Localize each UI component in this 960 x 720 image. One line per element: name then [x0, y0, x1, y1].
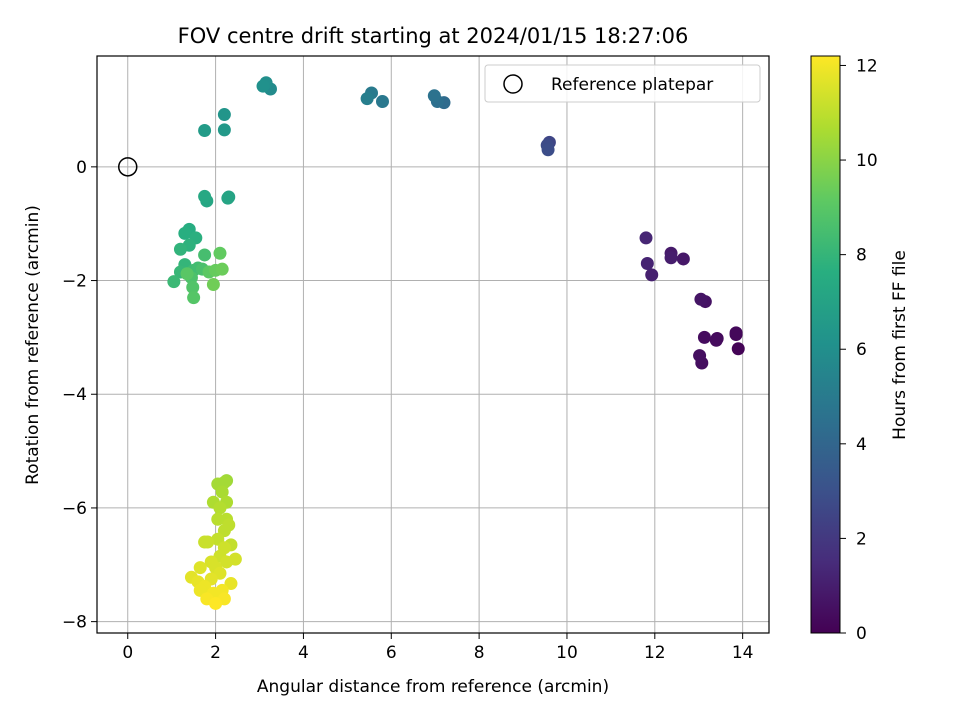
colorbar-tick-label: 10	[856, 151, 878, 171]
colorbar-tick-label: 0	[856, 624, 867, 644]
data-point	[215, 262, 229, 276]
y-axis-ticks: 0 −2 −4 −6 −8	[62, 158, 97, 633]
data-point	[215, 485, 229, 499]
data-point	[173, 242, 187, 256]
x-tick-label: 4	[298, 643, 309, 663]
colorbar-tick-label: 12	[856, 56, 878, 76]
y-axis-label: Rotation from reference (arcmin)	[23, 205, 43, 485]
colorbar-ticks: 0 2 4 6 8 10 12	[840, 56, 878, 644]
grid-lines	[97, 56, 769, 633]
x-tick-label: 0	[122, 643, 133, 663]
x-tick-label: 10	[556, 643, 578, 663]
data-point	[645, 268, 659, 282]
y-tick-label: −6	[62, 499, 87, 519]
data-point	[198, 123, 212, 137]
data-point	[180, 267, 194, 281]
data-point	[178, 226, 192, 240]
data-point	[206, 278, 220, 292]
colorbar	[810, 55, 841, 634]
data-point	[640, 256, 654, 270]
data-point	[375, 94, 389, 108]
data-point	[224, 577, 238, 591]
data-point	[209, 596, 223, 610]
data-point	[664, 251, 678, 265]
y-tick-label: 0	[76, 158, 87, 178]
legend-open-circle-icon	[503, 74, 523, 94]
colorbar-tick-label: 8	[856, 246, 867, 266]
data-point	[187, 291, 201, 305]
x-axis-label: Angular distance from reference (arcmin)	[257, 677, 609, 697]
data-point	[198, 248, 212, 262]
data-point	[541, 143, 555, 157]
data-point	[213, 246, 227, 260]
data-point	[693, 349, 707, 363]
data-point	[427, 89, 441, 103]
data-point	[221, 191, 235, 205]
y-tick-label: −8	[62, 613, 87, 633]
chart-title: FOV centre drift starting at 2024/01/15 …	[178, 24, 689, 48]
x-tick-label: 6	[386, 643, 397, 663]
data-point	[217, 108, 231, 122]
colorbar-tick-label: 2	[856, 529, 867, 549]
legend: Reference platepar	[484, 64, 761, 103]
colorbar-tick-label: 6	[856, 340, 867, 360]
y-tick-label: −2	[62, 272, 87, 292]
data-point	[709, 333, 723, 347]
x-tick-label: 14	[732, 643, 754, 663]
legend-box	[484, 64, 761, 103]
x-axis-ticks: 0 2 4 6 8 10 12 14	[122, 633, 753, 663]
plot-frame	[96, 55, 770, 634]
data-point	[360, 92, 374, 106]
data-points	[167, 76, 745, 610]
data-point	[217, 475, 231, 489]
y-tick-label: −4	[62, 385, 87, 405]
colorbar-label: Hours from first FF file	[890, 250, 910, 440]
data-point	[729, 326, 743, 340]
x-tick-label: 8	[474, 643, 485, 663]
data-point	[167, 275, 181, 289]
data-point	[697, 330, 711, 344]
data-point	[694, 292, 708, 306]
data-point	[201, 535, 215, 549]
x-tick-label: 2	[210, 643, 221, 663]
data-point	[213, 501, 227, 515]
data-point	[639, 231, 653, 245]
legend-label: Reference platepar	[551, 75, 713, 95]
colorbar-tick-label: 4	[856, 435, 867, 455]
data-point	[198, 189, 212, 203]
data-point	[676, 252, 690, 266]
x-tick-label: 12	[644, 643, 666, 663]
data-point	[731, 342, 745, 356]
data-point	[220, 555, 234, 569]
data-point	[256, 79, 270, 93]
data-point	[193, 561, 207, 575]
data-point	[217, 123, 231, 137]
data-point	[186, 280, 200, 294]
reference-platepar-marker	[117, 157, 138, 177]
